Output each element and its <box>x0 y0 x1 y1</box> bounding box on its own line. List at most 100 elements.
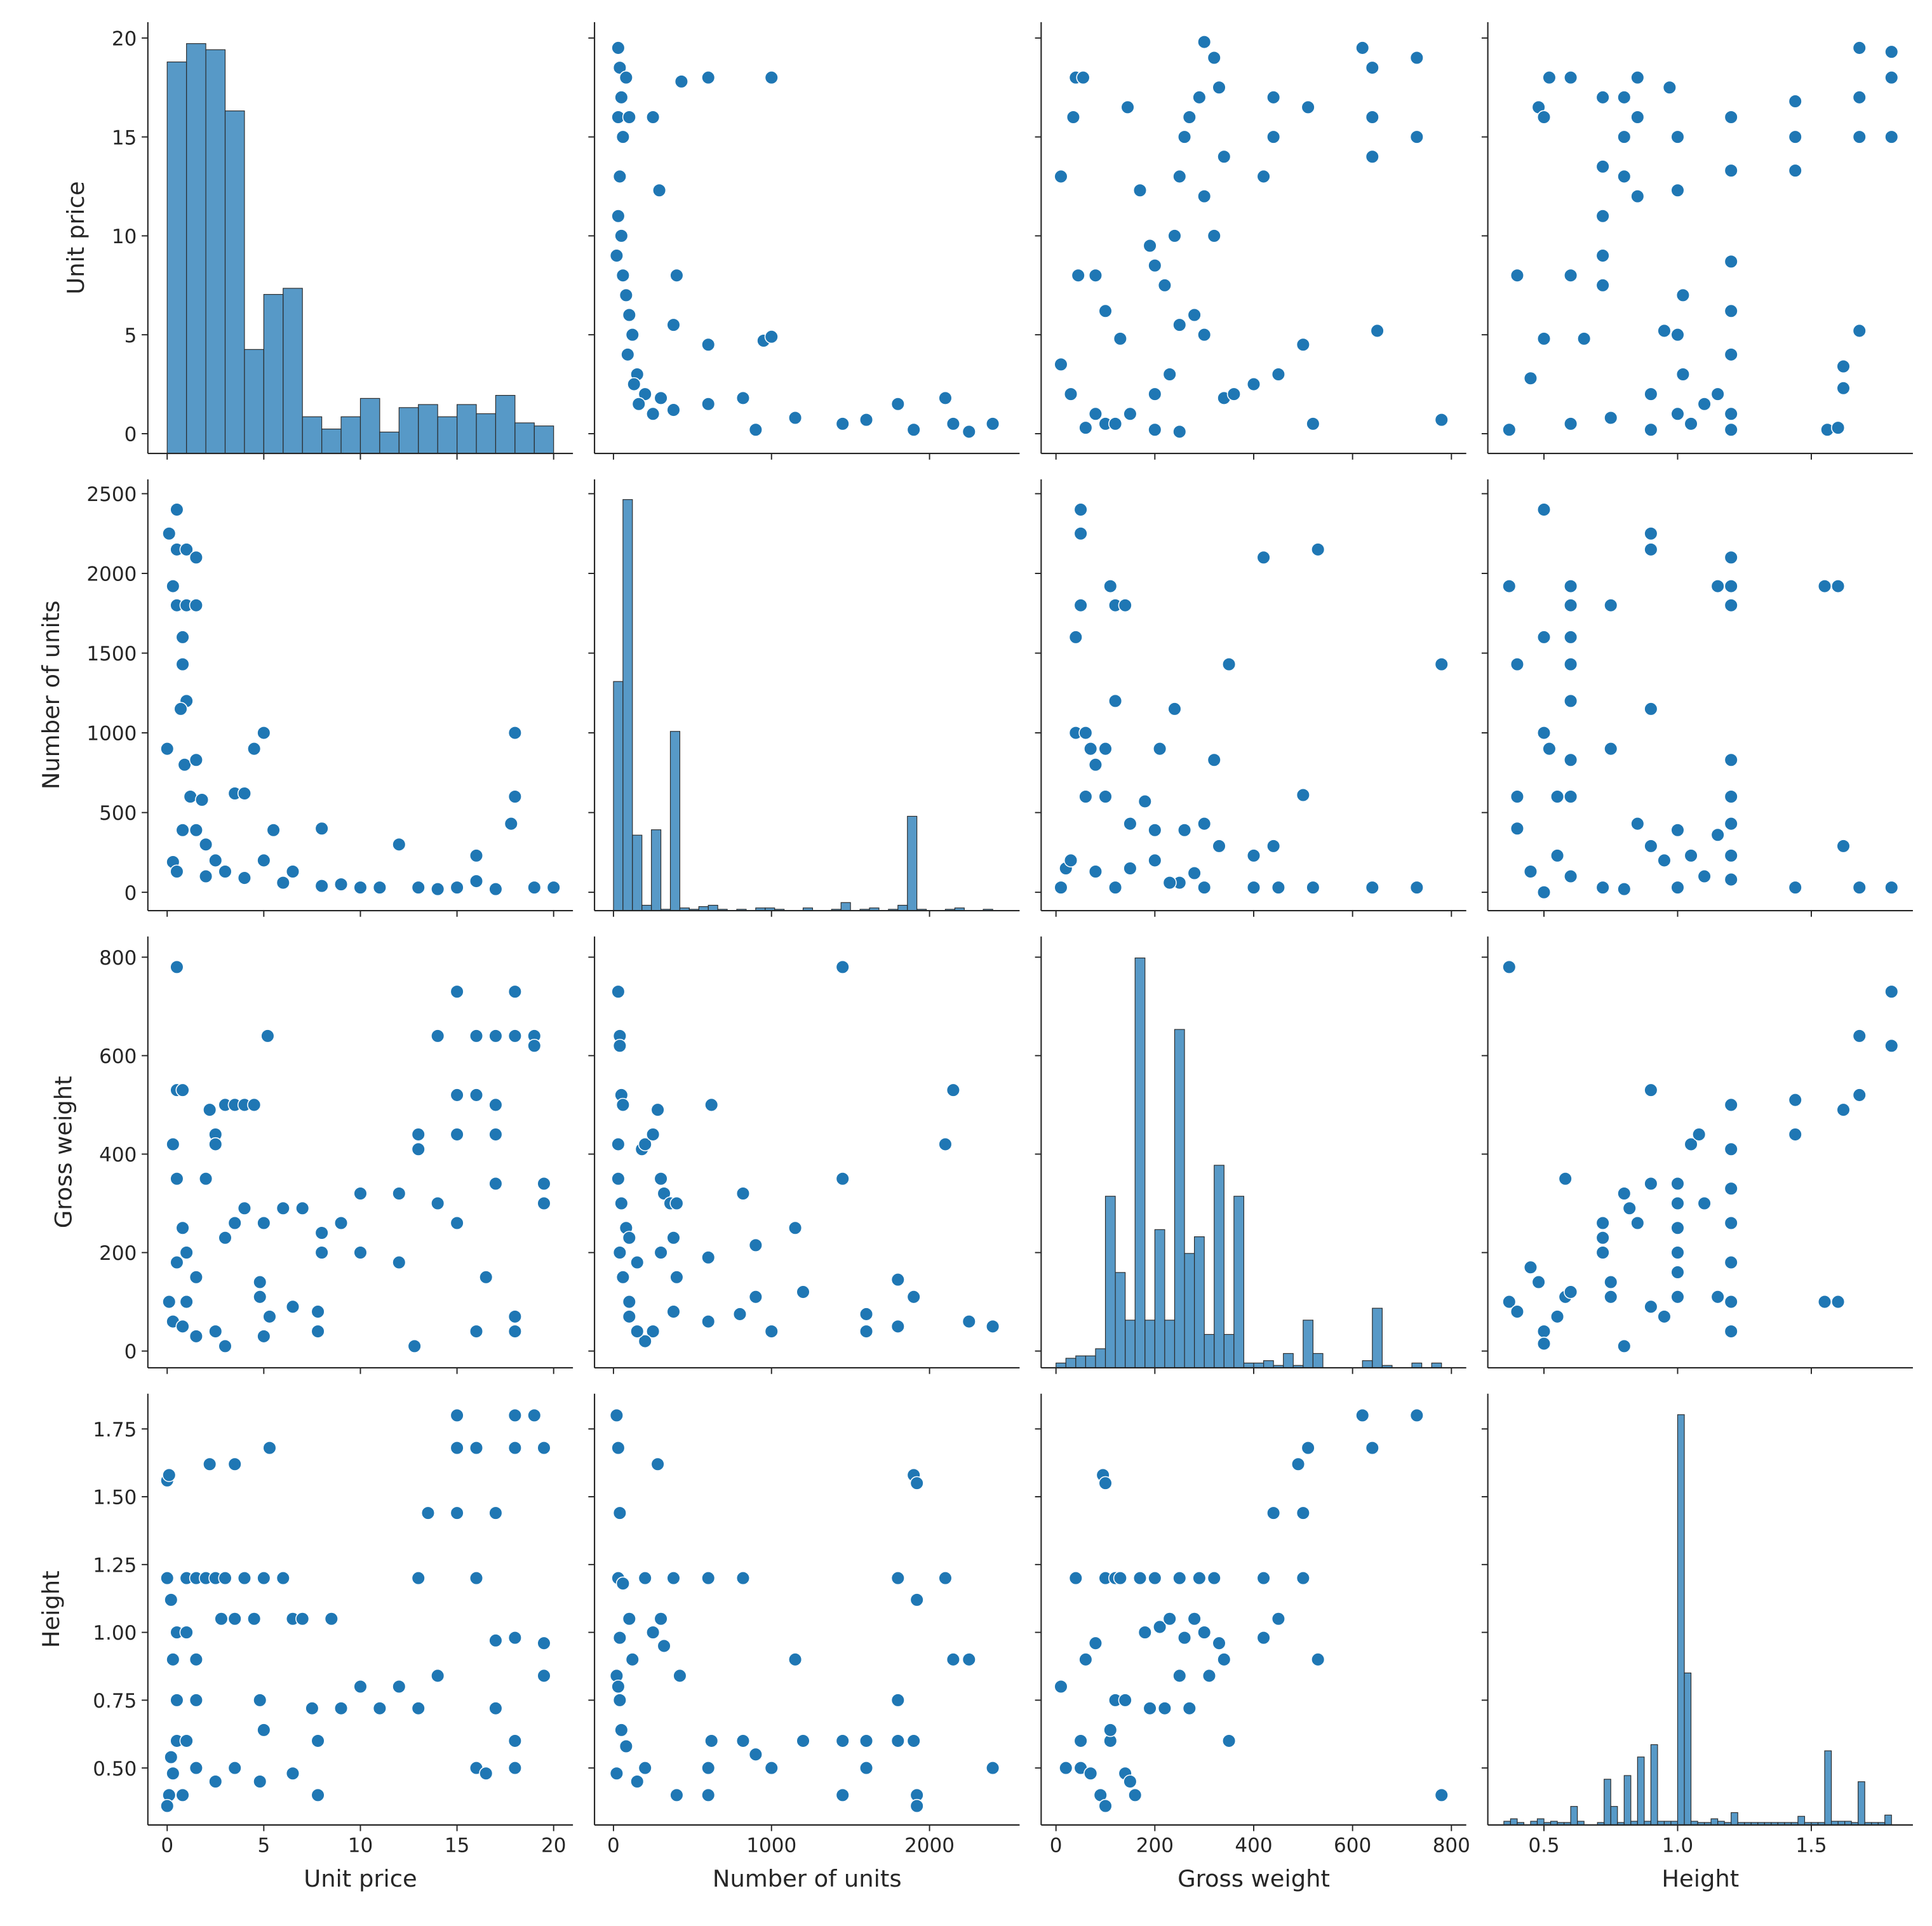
scatter-point <box>704 1734 719 1748</box>
scatter-point <box>859 413 874 427</box>
y-tick-label: 5 <box>124 324 137 347</box>
scatter-point <box>646 1625 661 1640</box>
scatter-point <box>859 1324 874 1339</box>
scatter-point <box>175 1319 190 1334</box>
scatter-point <box>276 1201 290 1215</box>
scatter-point <box>1137 794 1152 809</box>
scatter-point <box>631 397 646 411</box>
scatter-point <box>189 1761 203 1776</box>
panel <box>1035 936 1466 1374</box>
histogram-bar <box>669 731 681 911</box>
scatter-point <box>1622 1201 1637 1215</box>
scatter-point <box>890 1734 905 1748</box>
scatter-point <box>615 130 630 144</box>
scatter-point <box>1675 288 1690 302</box>
scatter-point <box>962 1314 976 1329</box>
scatter-point <box>276 876 290 890</box>
scatter-point <box>938 391 953 405</box>
scatter-point <box>450 1088 464 1102</box>
scatter-point <box>1523 371 1538 385</box>
scatter-point <box>701 1250 716 1265</box>
scatter-point <box>218 1571 232 1586</box>
scatter-point <box>1788 1093 1802 1107</box>
scatter-point <box>372 880 387 895</box>
scatter-point <box>1098 789 1113 804</box>
scatter-point <box>1697 1196 1712 1211</box>
scatter-point <box>1536 331 1552 346</box>
histogram-bar <box>840 902 851 911</box>
histogram-bar <box>302 416 323 454</box>
panel: 0 5 10 15 20 <box>112 22 574 460</box>
scatter-point <box>1884 1038 1899 1053</box>
scatter-point <box>203 1457 217 1471</box>
y-tick-label: 0.75 <box>93 1690 137 1713</box>
scatter-point <box>1187 1612 1202 1626</box>
scatter-point <box>488 1506 503 1520</box>
scatter-point <box>1306 417 1320 431</box>
scatter-point <box>537 1441 551 1455</box>
scatter-point <box>1157 278 1172 293</box>
scatter-point <box>1182 110 1197 124</box>
y-tick-label: 500 <box>99 802 137 825</box>
scatter-point <box>1542 70 1557 85</box>
scatter-point <box>638 1334 652 1349</box>
scatter-point <box>1207 50 1221 65</box>
scatter-point <box>1066 110 1080 124</box>
scatter-point <box>612 1631 627 1645</box>
histogram-bar <box>1204 1334 1215 1368</box>
histogram-bar <box>1411 1362 1423 1368</box>
scatter-point <box>527 1408 542 1422</box>
panel <box>588 479 1020 917</box>
scatter-point <box>1724 1324 1738 1339</box>
scatter-point <box>305 1701 319 1716</box>
scatter-point <box>1604 1290 1618 1304</box>
scatter-point <box>1502 960 1517 974</box>
scatter-point <box>1657 1309 1672 1324</box>
scatter-point <box>1852 90 1867 105</box>
scatter-point <box>208 1774 223 1789</box>
scatter-point <box>1502 422 1517 437</box>
scatter-point <box>353 880 368 895</box>
scatter-point <box>1564 657 1578 672</box>
scatter-point <box>507 726 522 740</box>
scatter-point <box>1153 742 1167 756</box>
scatter-point <box>285 1766 300 1781</box>
scatter-point <box>638 1761 652 1776</box>
scatter-point <box>1644 1299 1658 1314</box>
scatter-point <box>507 789 522 804</box>
scatter-point <box>1724 598 1738 613</box>
histogram-bar <box>1125 1320 1136 1368</box>
scatter-point <box>625 1652 640 1667</box>
scatter-point <box>1884 44 1899 59</box>
scatter-point <box>507 1734 522 1748</box>
scatter-point <box>199 1172 213 1186</box>
scatter-point <box>1078 789 1093 804</box>
scatter-point <box>276 1571 290 1586</box>
scatter-point <box>1197 328 1212 342</box>
scatter-point <box>1617 130 1632 144</box>
histogram-bar <box>1303 1320 1313 1368</box>
scatter-point <box>1595 159 1610 174</box>
scatter-point <box>1604 598 1618 613</box>
scatter-point <box>1542 742 1557 756</box>
scatter-point <box>1123 861 1137 876</box>
scatter-point <box>1246 848 1261 863</box>
scatter-point <box>1550 848 1565 863</box>
scatter-point <box>208 1137 223 1152</box>
scatter-point <box>1852 880 1867 895</box>
scatter-point <box>1172 169 1187 184</box>
scatter-point <box>1172 424 1187 439</box>
scatter-point <box>1724 817 1738 831</box>
histogram-bar <box>437 416 458 454</box>
scatter-point <box>612 60 627 75</box>
scatter-point <box>1831 420 1846 435</box>
scatter-point <box>1365 60 1379 75</box>
scatter-point <box>906 1290 921 1304</box>
histogram-bar <box>1075 1355 1086 1368</box>
scatter-point <box>227 1612 242 1626</box>
scatter-point <box>611 1441 626 1455</box>
scatter-point <box>1143 238 1157 253</box>
scatter-point <box>1724 550 1738 565</box>
histogram-bar <box>514 422 535 454</box>
